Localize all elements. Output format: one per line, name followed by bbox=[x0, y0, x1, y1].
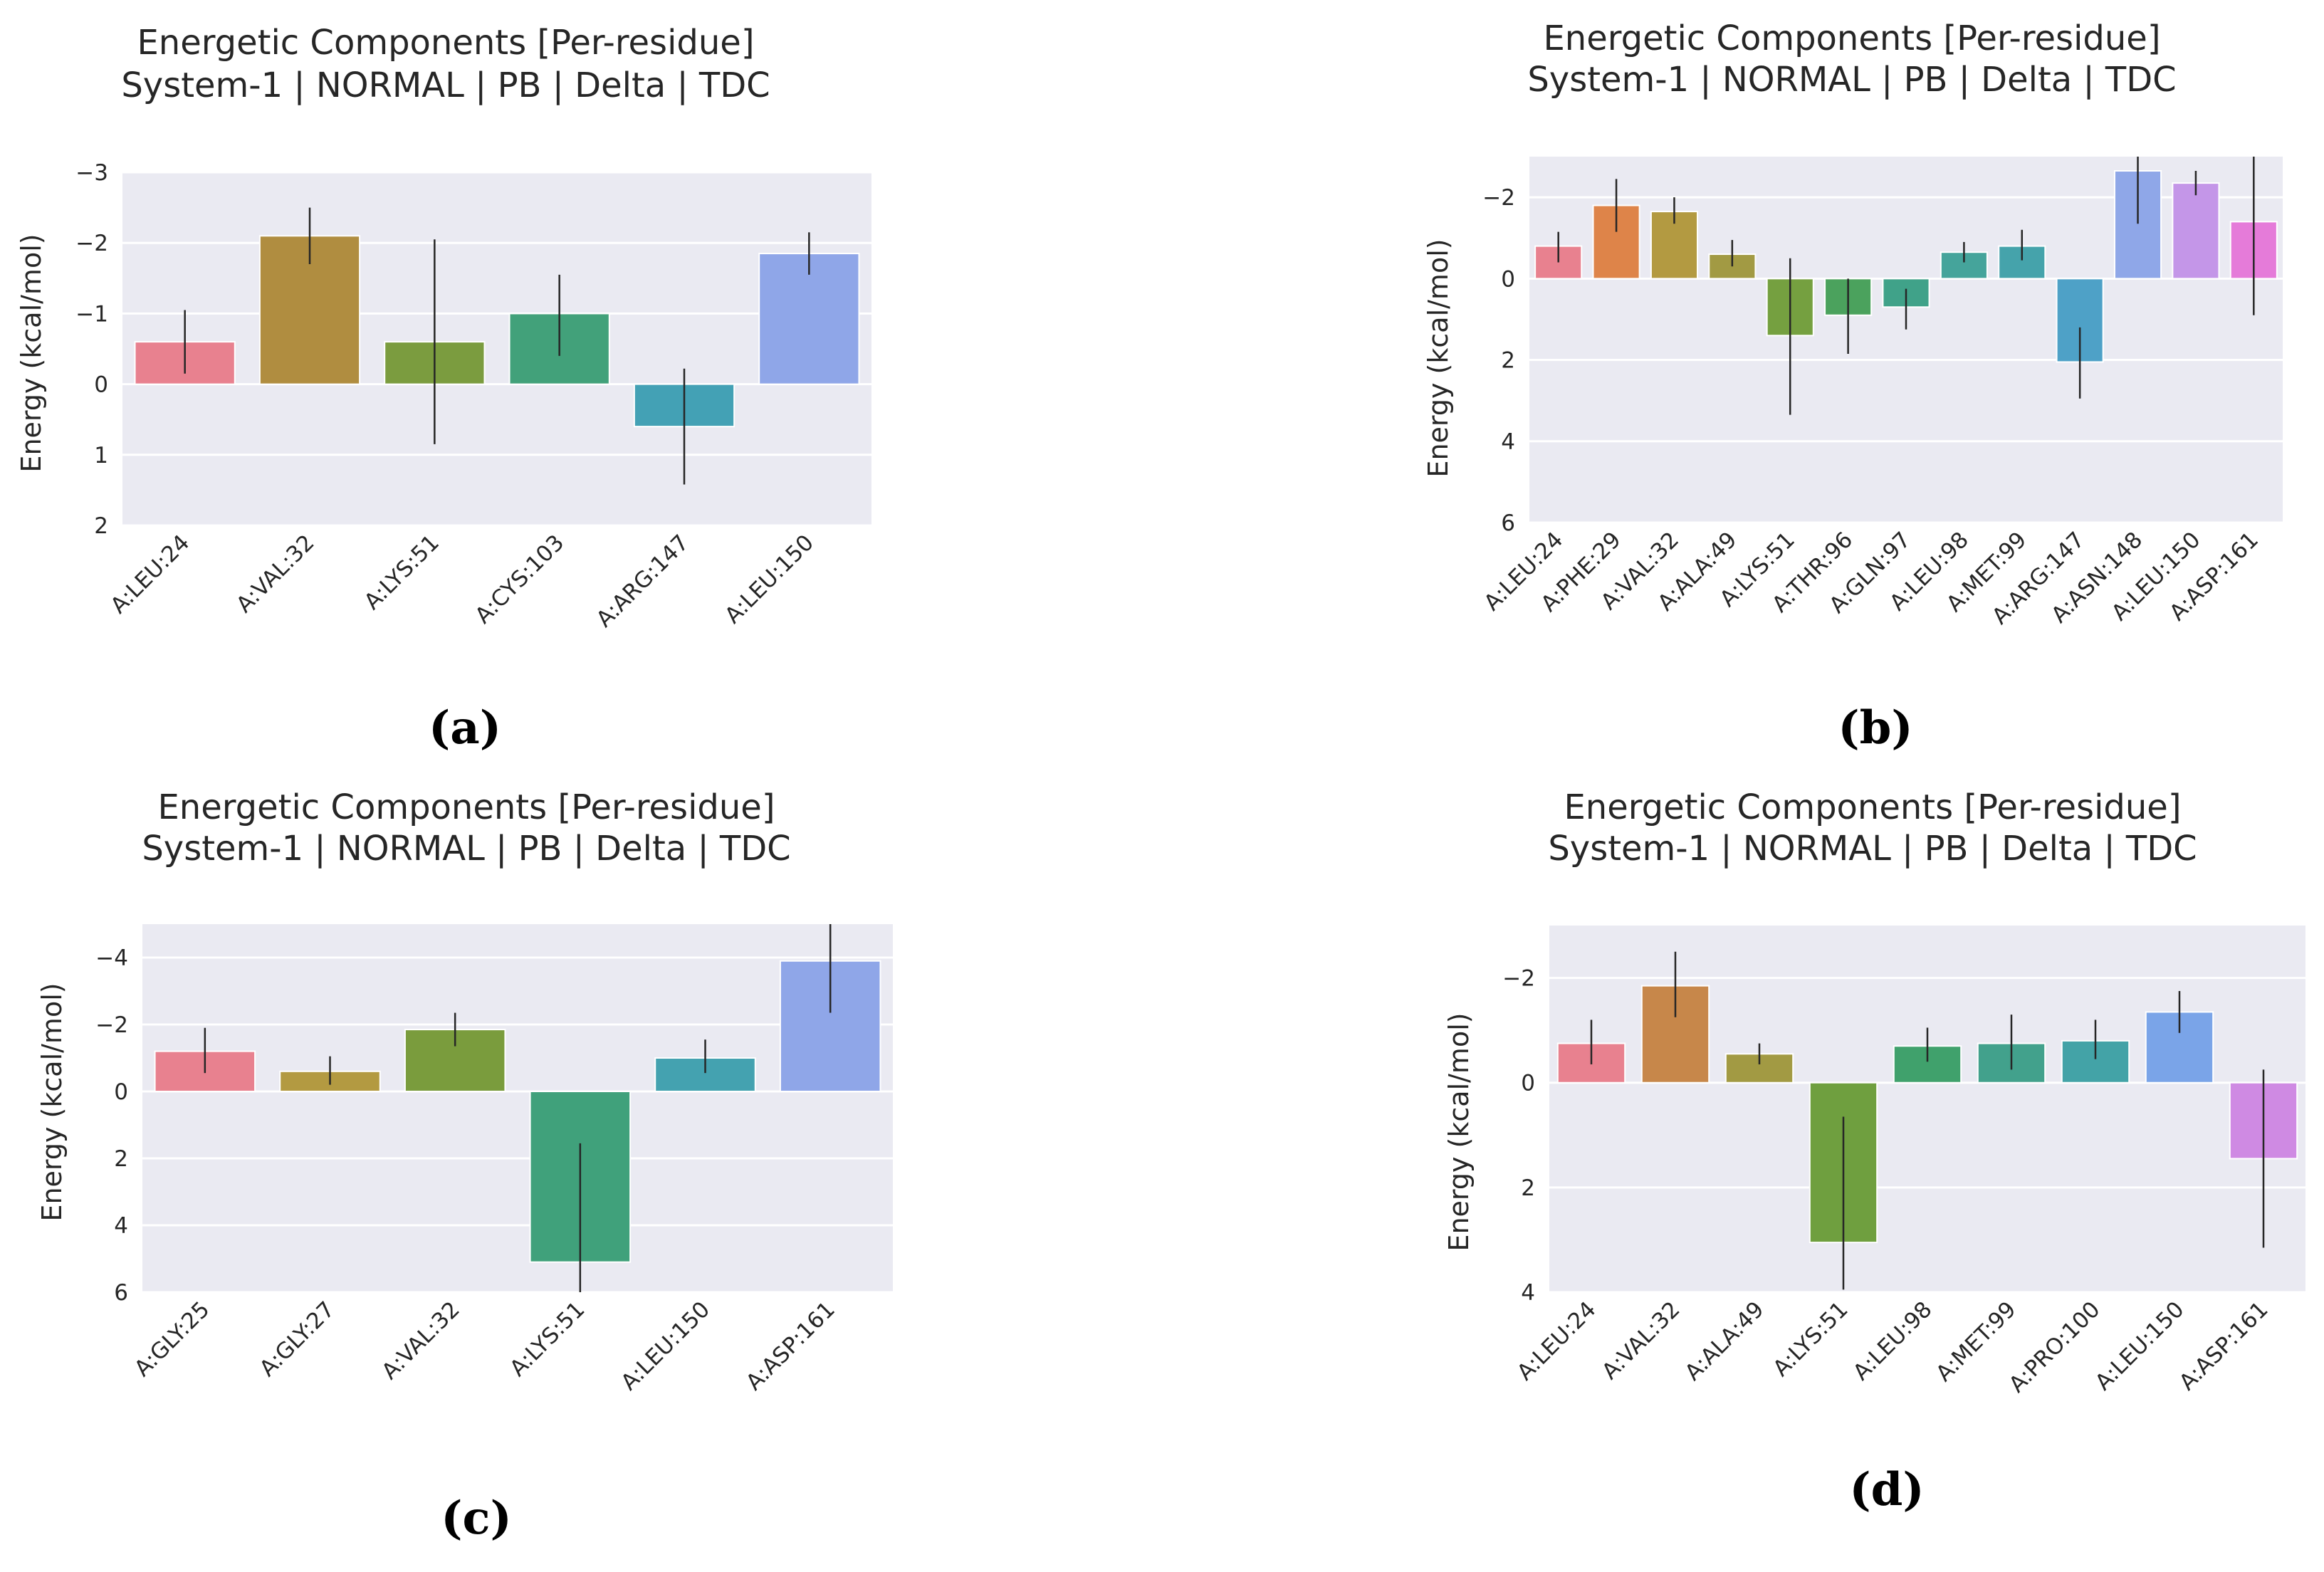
panel-d-title-line1: Energetic Components [Per-residue] bbox=[1564, 787, 2181, 827]
x-tick-label: A:ASP:161 bbox=[741, 1296, 840, 1395]
panel-b-label: (b) bbox=[1838, 701, 1912, 755]
y-tick-label: 0 bbox=[1521, 1071, 1535, 1096]
bar-a-leu-150 bbox=[758, 253, 860, 385]
x-tick-label: A:GLY:27 bbox=[255, 1296, 340, 1382]
y-tick-label: 4 bbox=[1501, 429, 1515, 455]
panel-b-title-line1: Energetic Components [Per-residue] bbox=[1543, 19, 2160, 58]
x-tick-label: A:LYS:51 bbox=[360, 530, 444, 614]
panel-b-title-line2: System-1 | NORMAL | PB | Delta | TDC bbox=[1527, 60, 2176, 100]
panel-c: Energetic Components [Per-residue] Syste… bbox=[36, 787, 893, 1545]
y-tick-label: 6 bbox=[1501, 510, 1515, 536]
panel-a-plot: 2 1 0 −1 −2 −3 A:LEU:24 A:VAL:32 A:LYS:51 A:CYS:1… bbox=[75, 160, 872, 632]
panel-b: Energetic Components [Per-residue] Syste… bbox=[1423, 19, 2283, 755]
x-tick-label: A:LEU:24 bbox=[1512, 1296, 1601, 1385]
x-tick-label: A:LYS:51 bbox=[1768, 1296, 1853, 1381]
x-tick-label: A:LEU:24 bbox=[105, 530, 194, 619]
y-tick-label: 2 bbox=[94, 513, 108, 539]
plot-background bbox=[1549, 926, 2305, 1292]
x-tick-label: A:LEU:150 bbox=[616, 1296, 715, 1395]
x-tick-label: A:VAL:32 bbox=[1597, 1296, 1685, 1385]
y-tick-label: 1 bbox=[94, 443, 108, 468]
y-tick-label: 2 bbox=[1521, 1175, 1535, 1201]
y-tick-label: −4 bbox=[95, 945, 128, 971]
panel-a-y-axis-label: Energy (kcal/mol) bbox=[16, 234, 47, 472]
x-tick-label: A:VAL:32 bbox=[231, 530, 320, 618]
panel-c-y-axis-label: Energy (kcal/mol) bbox=[36, 983, 68, 1221]
panel-c-title-line2: System-1 | NORMAL | PB | Delta | TDC bbox=[142, 829, 790, 869]
panel-b-y-axis-label: Energy (kcal/mol) bbox=[1423, 239, 1454, 477]
panel-a: Energetic Components [Per-residue] Syste… bbox=[16, 23, 872, 755]
panel-d-plot: 420−2A:LEU:24A:VAL:32A:ALA:49A:LYS:51A:L… bbox=[1502, 926, 2305, 1398]
x-tick-label: A:GLY:25 bbox=[130, 1296, 215, 1382]
y-tick-label: −3 bbox=[75, 160, 108, 186]
bar-a-leu-150 bbox=[2172, 182, 2220, 280]
panel-a-title-line2: System-1 | NORMAL | PB | Delta | TDC bbox=[121, 66, 770, 105]
x-tick-label: A:CYS:103 bbox=[470, 530, 569, 629]
y-tick-label: 0 bbox=[1501, 266, 1515, 292]
x-tick-label: A:ARG:147 bbox=[592, 530, 694, 632]
panel-d-title-line2: System-1 | NORMAL | PB | Delta | TDC bbox=[1548, 829, 2197, 869]
panel-a-title-line1: Energetic Components [Per-residue] bbox=[137, 23, 754, 63]
plot-background bbox=[142, 924, 893, 1292]
y-tick-label: 2 bbox=[114, 1146, 128, 1172]
y-tick-label: 4 bbox=[114, 1213, 128, 1239]
panel-c-plot: 6 4 2 0 −2 −4 A:GLY:25 A:GLY:27 A:VAL:32 A:LYS:51… bbox=[95, 924, 893, 1395]
x-tick-label: A:ASP:161 bbox=[2174, 1296, 2273, 1395]
x-tick-label: A:VAL:32 bbox=[377, 1296, 465, 1385]
y-tick-label: 6 bbox=[114, 1280, 128, 1306]
x-tick-label: A:ALA:49 bbox=[1680, 1296, 1769, 1385]
y-tick-label: 0 bbox=[114, 1079, 128, 1105]
y-tick-label: −2 bbox=[95, 1012, 128, 1038]
y-tick-label: −1 bbox=[75, 301, 108, 327]
y-tick-label: 4 bbox=[1521, 1280, 1535, 1306]
panel-b-plot: 6420−2A:LEU:24A:PHE:29A:VAL:32A:ALA:49A:… bbox=[1480, 157, 2283, 629]
plot-background bbox=[1529, 157, 2283, 523]
panel-d: Energetic Components [Per-residue] Syste… bbox=[1443, 787, 2305, 1516]
y-tick-label: 2 bbox=[1501, 348, 1515, 374]
panel-d-y-axis-label: Energy (kcal/mol) bbox=[1443, 1012, 1475, 1251]
y-tick-label: −2 bbox=[1482, 185, 1515, 211]
x-tick-label: A:LEU:150 bbox=[720, 530, 819, 629]
plot-background bbox=[122, 172, 872, 525]
x-tick-label: A:LYS:51 bbox=[505, 1296, 590, 1381]
panel-c-label: (c) bbox=[441, 1492, 512, 1545]
panel-c-title-line1: Energetic Components [Per-residue] bbox=[157, 787, 775, 827]
x-tick-label: A:LEU:98 bbox=[1848, 1296, 1937, 1385]
x-tick-label: A:LEU:150 bbox=[2090, 1296, 2189, 1395]
x-tick-label: A:MET:99 bbox=[1931, 1296, 2021, 1386]
y-tick-label: −2 bbox=[1502, 966, 1535, 992]
panel-a-label: (a) bbox=[429, 701, 501, 755]
y-tick-label: −2 bbox=[75, 231, 108, 256]
y-tick-label: 0 bbox=[94, 372, 108, 398]
panel-d-label: (d) bbox=[1849, 1463, 1924, 1516]
x-tick-label: A:PRO:100 bbox=[2004, 1296, 2105, 1398]
